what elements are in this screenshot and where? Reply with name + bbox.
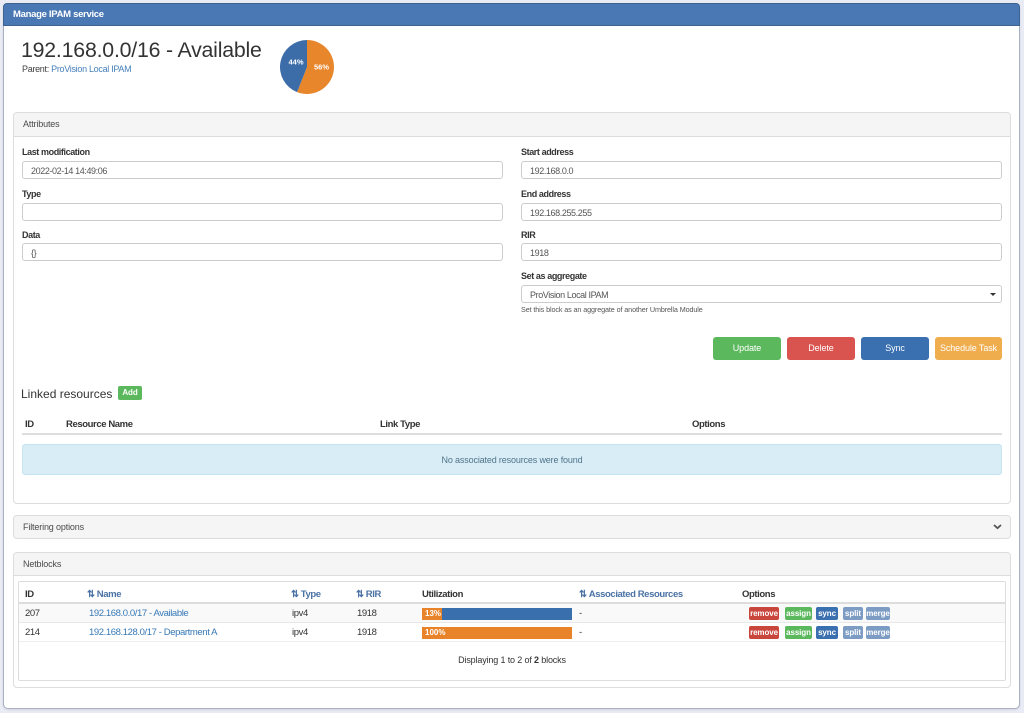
svg-text:44%: 44% bbox=[288, 58, 303, 67]
svg-text:56%: 56% bbox=[314, 63, 329, 72]
